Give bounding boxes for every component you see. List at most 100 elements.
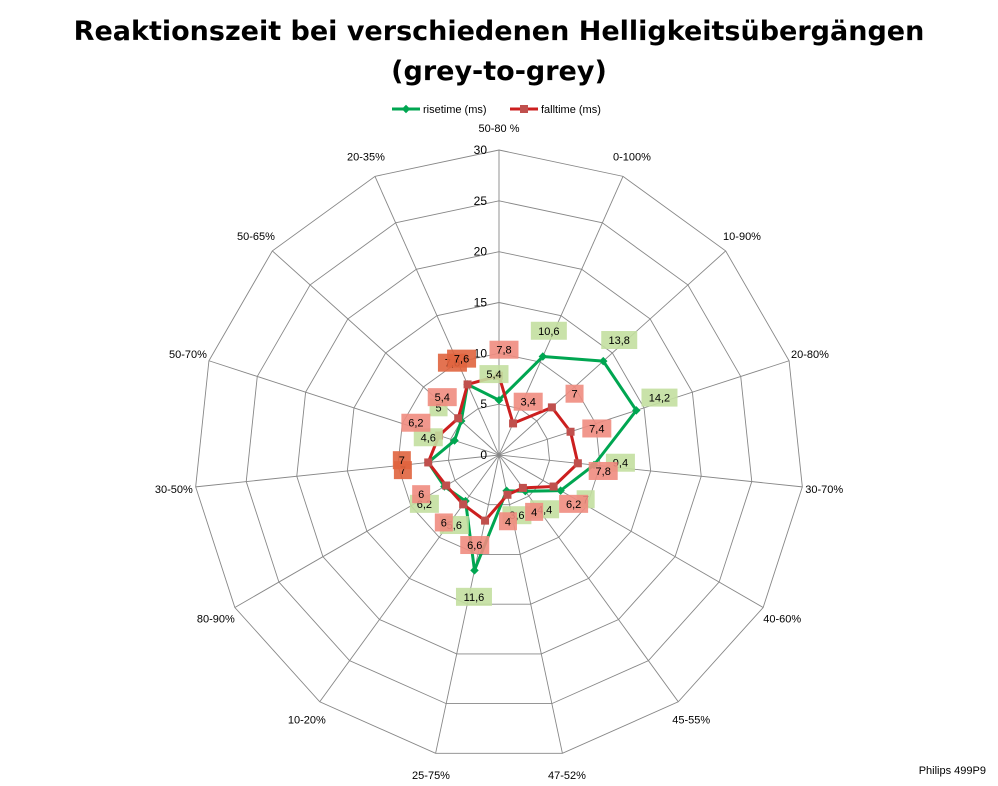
legend-marker-risetime bbox=[401, 104, 411, 114]
series-0-point-0 bbox=[494, 395, 504, 405]
data-label-box-s0-3 bbox=[641, 388, 678, 407]
spoke-9 bbox=[319, 454, 500, 703]
data-label-s0-13: 5 bbox=[435, 402, 441, 414]
category-label-2: 10-90% bbox=[723, 231, 761, 243]
data-label-box-s1-13 bbox=[427, 388, 457, 407]
category-label-3: 20-80% bbox=[791, 349, 829, 361]
series-1-point-13 bbox=[454, 414, 463, 423]
data-label-box-s1-2 bbox=[565, 384, 584, 403]
data-label-s1-4: 7,8 bbox=[596, 466, 611, 478]
grid-ring-20 bbox=[296, 251, 702, 655]
data-label-box-s1-3 bbox=[582, 419, 612, 438]
data-label-s1-10: 6 bbox=[418, 489, 424, 501]
grid-ring-15 bbox=[346, 302, 652, 605]
radial-axis-ticks: 0 5 10 15 20 25 30 bbox=[474, 143, 488, 462]
series-1-point-9 bbox=[459, 500, 468, 509]
data-label-box-s0-1 bbox=[530, 321, 567, 340]
data-label-box-s0-8 bbox=[455, 587, 492, 606]
category-labels: 50-80 % 0-100% 10-90% 20-80% 30-70% 40-60% 45-… bbox=[155, 123, 844, 782]
category-label-10: 80-90% bbox=[197, 614, 235, 626]
grid-ring-30 bbox=[195, 149, 803, 754]
spoke-12 bbox=[208, 360, 500, 456]
data-label-s1-9: 6 bbox=[441, 517, 447, 529]
series-line-0 bbox=[426, 355, 638, 572]
chart-title-line-2: (grey-to-grey) bbox=[391, 56, 607, 87]
series-1-point-14 bbox=[463, 380, 472, 389]
category-label-11: 30-50% bbox=[155, 484, 193, 496]
series-0-point-5 bbox=[556, 486, 565, 495]
series-1-point-5 bbox=[549, 482, 558, 491]
series-0-point-1 bbox=[538, 352, 548, 361]
legend-item-risetime: risetime (ms) bbox=[392, 104, 487, 116]
spoke-6 bbox=[498, 454, 679, 703]
series-1-point-2 bbox=[547, 403, 556, 412]
category-label-7: 47-52% bbox=[548, 770, 586, 782]
chart-title-line-1: Reaktionszeit bei verschiedenen Helligke… bbox=[74, 16, 925, 47]
category-label-0: 50-80 % bbox=[479, 123, 520, 135]
series-0-point-8 bbox=[470, 566, 479, 575]
category-label-14: 20-35% bbox=[347, 151, 385, 163]
category-label-12: 50-70% bbox=[169, 349, 207, 361]
category-label-6: 45-55% bbox=[672, 715, 710, 727]
data-label-box-s1-8 bbox=[460, 536, 490, 555]
data-label-s1-0: 7,8 bbox=[496, 345, 511, 357]
tick-label-5: 5 bbox=[480, 397, 487, 411]
data-label-s0-1: 10,6 bbox=[538, 326, 559, 338]
data-label-s1-8: 6,6 bbox=[467, 540, 482, 552]
category-label-9: 10-20% bbox=[288, 715, 326, 727]
data-label-s0-8: 11,6 bbox=[464, 592, 485, 604]
data-label-box-s0-12 bbox=[413, 428, 443, 447]
data-label-s1-2: 7 bbox=[571, 389, 577, 401]
series-1-point-10 bbox=[442, 481, 451, 490]
series-0-point-12 bbox=[450, 436, 459, 445]
category-label-5: 40-60% bbox=[763, 614, 801, 626]
spoke-3 bbox=[498, 360, 790, 456]
spoke-7 bbox=[498, 454, 563, 754]
series-0-point-3 bbox=[632, 406, 641, 415]
spoke-1 bbox=[498, 176, 624, 456]
data-label-s1-14: 7,6 bbox=[454, 354, 469, 366]
series-line-1 bbox=[426, 374, 580, 523]
data-label-box-s1-9 bbox=[434, 513, 453, 532]
series-1-point-4 bbox=[573, 459, 582, 468]
category-label-1: 0-100% bbox=[613, 151, 651, 163]
tick-label-15: 15 bbox=[474, 296, 488, 310]
data-label-s1-12: 6,2 bbox=[408, 418, 423, 430]
data-label-box-s0-2 bbox=[601, 331, 638, 350]
data-label-box-s1-11 bbox=[392, 451, 411, 470]
data-label-box-s1-14 bbox=[447, 349, 477, 368]
legend-item-falltime: falltime (ms) bbox=[510, 104, 601, 116]
series-1-point-3 bbox=[566, 427, 575, 436]
data-label-s0-2: 13,8 bbox=[609, 335, 630, 347]
data-label-s1-1: 3,4 bbox=[521, 397, 536, 409]
spoke-10 bbox=[234, 454, 500, 608]
data-label-box-s1-12 bbox=[401, 413, 431, 432]
spoke-14 bbox=[374, 176, 500, 456]
series-1-point-6 bbox=[518, 483, 527, 492]
data-label-box-s1-6 bbox=[525, 502, 544, 521]
radar-grid bbox=[195, 149, 803, 754]
series-1-point-11 bbox=[424, 458, 433, 467]
data-label-s0-0: 5,4 bbox=[486, 369, 501, 381]
tick-label-30: 30 bbox=[474, 143, 488, 157]
tick-label-25: 25 bbox=[474, 194, 488, 208]
data-label-s0-11: 7 bbox=[400, 465, 406, 477]
data-label-box-s1-0 bbox=[489, 340, 519, 359]
spoke-5 bbox=[498, 454, 764, 608]
data-label-s1-5: 6,2 bbox=[566, 499, 581, 511]
spoke-11 bbox=[195, 454, 500, 488]
data-label-s1-3: 7,4 bbox=[589, 423, 604, 435]
data-labels: 5,410,613,814,29,474,43,611,65,66,274,65… bbox=[392, 321, 678, 606]
legend-label-falltime: falltime (ms) bbox=[541, 104, 601, 116]
series-1-point-8 bbox=[481, 516, 490, 525]
grid-ring-10 bbox=[397, 352, 601, 555]
category-label-8: 25-75% bbox=[412, 770, 450, 782]
category-label-4: 30-70% bbox=[805, 484, 843, 496]
series-1-point-1 bbox=[509, 419, 518, 428]
tick-label-20: 20 bbox=[474, 245, 488, 259]
data-label-s1-13: 5,4 bbox=[435, 392, 450, 404]
spoke-4 bbox=[498, 454, 803, 488]
data-label-box-s1-5 bbox=[559, 494, 589, 513]
category-label-13: 50-65% bbox=[237, 231, 275, 243]
